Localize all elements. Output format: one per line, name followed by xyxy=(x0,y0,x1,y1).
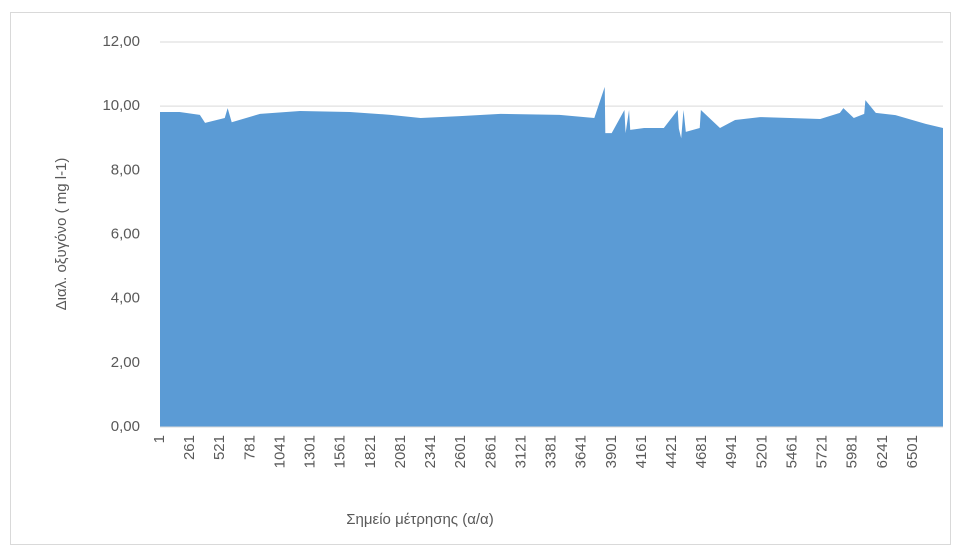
x-tick-label: 5201 xyxy=(753,435,770,468)
x-tick-label: 3901 xyxy=(603,435,620,468)
x-tick-label: 6241 xyxy=(874,435,891,468)
y-tick-label: 12,00 xyxy=(102,33,140,50)
x-tick-label: 1041 xyxy=(271,435,288,468)
x-tick-label: 5981 xyxy=(844,435,861,468)
x-tick-label: 5461 xyxy=(783,435,800,468)
x-tick-label: 2081 xyxy=(392,435,409,468)
y-tick-label: 8,00 xyxy=(111,161,140,178)
x-axis-title: Σημείο μέτρησης (α/α) xyxy=(346,511,493,528)
x-tick-label: 2341 xyxy=(422,435,439,468)
y-tick-label: 6,00 xyxy=(111,225,140,242)
x-tick-label: 3381 xyxy=(543,435,560,468)
x-tick-label: 2601 xyxy=(452,435,469,468)
x-tick-label: 6501 xyxy=(904,435,921,468)
x-tick-label: 1561 xyxy=(332,435,349,468)
x-tick-label: 3121 xyxy=(512,435,529,468)
y-tick-label: 2,00 xyxy=(111,354,140,371)
x-tick-label: 261 xyxy=(181,435,198,460)
x-tick-label: 781 xyxy=(241,435,258,460)
y-tick-label: 0,00 xyxy=(111,418,140,435)
x-tick-label: 3641 xyxy=(573,435,590,468)
y-axis-title: Διαλ. οξυγόνο ( mg l-1) xyxy=(53,158,70,311)
area xyxy=(160,86,943,428)
x-tick-label: 4941 xyxy=(723,435,740,468)
y-tick-label: 4,00 xyxy=(111,290,140,307)
x-tick-label: 5721 xyxy=(814,435,831,468)
y-tick-label: 10,00 xyxy=(102,97,140,114)
x-tick-label: 4681 xyxy=(693,435,710,468)
x-tick-label: 521 xyxy=(211,435,228,460)
x-tick-label: 4421 xyxy=(663,435,680,468)
x-tick-label: 1821 xyxy=(362,435,379,468)
x-tick-label: 1301 xyxy=(302,435,319,468)
x-tick-label: 1 xyxy=(151,435,168,443)
x-tick-label: 4161 xyxy=(633,435,650,468)
x-tick-label: 2861 xyxy=(482,435,499,468)
